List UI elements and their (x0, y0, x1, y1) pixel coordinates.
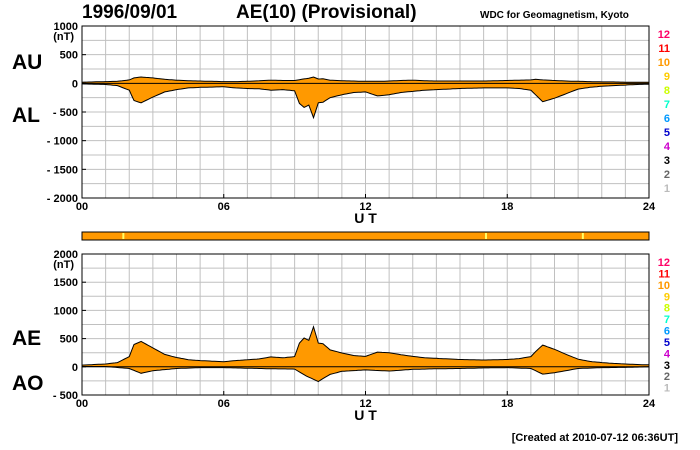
station-count-11: 11 (658, 268, 670, 280)
area-fill (82, 77, 649, 118)
station-count-6: 6 (664, 113, 670, 125)
x-axis-label: U T (354, 210, 377, 226)
x-tick-label: 18 (501, 398, 513, 410)
station-count-7: 7 (664, 99, 670, 111)
y-tick-label: 0 (72, 362, 78, 374)
y-tick-label: - 2000 (47, 193, 78, 205)
station-count-12: 12 (658, 29, 670, 41)
station-count-9: 9 (664, 71, 670, 83)
station-count-10: 10 (658, 57, 670, 69)
station-count-6: 6 (664, 326, 670, 338)
ao-label: AO (12, 372, 44, 395)
y-tick-label: 500 (60, 50, 78, 62)
y-tick-label: 0 (72, 78, 78, 90)
x-tick-label: 18 (501, 201, 513, 213)
unit-label: (nT) (53, 259, 74, 271)
station-status-bar (81, 231, 650, 241)
station-count-5: 5 (664, 127, 670, 139)
station-count-2: 2 (664, 169, 670, 181)
station-count-3: 3 (664, 360, 670, 372)
series-line-al (81, 83, 650, 120)
station-count-1: 1 (664, 383, 670, 395)
x-tick-label: 12 (359, 201, 371, 213)
station-count-1: 1 (664, 183, 670, 195)
data-source: WDC for Geomagnetism, Kyoto (480, 10, 629, 21)
series-line-ae (81, 325, 649, 366)
x-tick-label: 24 (643, 398, 656, 410)
y-tick-label: - 1000 (47, 136, 78, 148)
x-tick-label: 06 (218, 201, 230, 213)
station-status-marker (581, 233, 584, 239)
station-count-4: 4 (664, 141, 671, 153)
y-tick-label: - 1500 (47, 164, 78, 176)
station-count-8: 8 (664, 85, 670, 97)
x-tick-label: 06 (218, 398, 230, 410)
y-tick-label: 1000 (54, 21, 78, 33)
station-count-10: 10 (658, 280, 670, 292)
chart-title: AE(10) (Provisional) (236, 2, 417, 23)
y-tick-label: 2000 (54, 249, 78, 261)
au-label: AU (12, 51, 43, 74)
ae-label: AE (12, 327, 42, 350)
station-count-5: 5 (664, 337, 670, 349)
y-tick-label: - 500 (53, 390, 78, 402)
station-status-marker (122, 233, 125, 239)
x-axis-label: U T (354, 407, 377, 423)
station-count-12: 12 (658, 257, 670, 269)
unit-label: (nT) (53, 31, 74, 43)
al-label: AL (12, 104, 40, 127)
station-count-2: 2 (664, 371, 670, 383)
series-line-au (81, 76, 649, 83)
x-tick-label: 24 (643, 201, 656, 213)
x-tick-label: 00 (76, 398, 88, 410)
y-tick-label: 1000 (54, 305, 78, 317)
station-status-marker (484, 233, 487, 239)
area-fill (82, 326, 649, 382)
created-timestamp: [Created at 2010-07-12 06:36UT] (511, 432, 678, 444)
series-line-ao (82, 366, 650, 383)
station-count-4: 4 (664, 348, 671, 360)
station-count-3: 3 (664, 155, 670, 167)
x-tick-label: 00 (76, 201, 88, 213)
station-count-9: 9 (664, 291, 670, 303)
station-count-7: 7 (664, 314, 670, 326)
chart-date: 1996/09/01 (82, 2, 178, 23)
y-tick-label: 1500 (54, 277, 78, 289)
y-tick-label: 500 (60, 334, 78, 346)
y-tick-label: - 500 (53, 107, 78, 119)
station-count-8: 8 (664, 303, 670, 315)
station-count-11: 11 (658, 43, 670, 55)
x-tick-label: 12 (359, 398, 371, 410)
